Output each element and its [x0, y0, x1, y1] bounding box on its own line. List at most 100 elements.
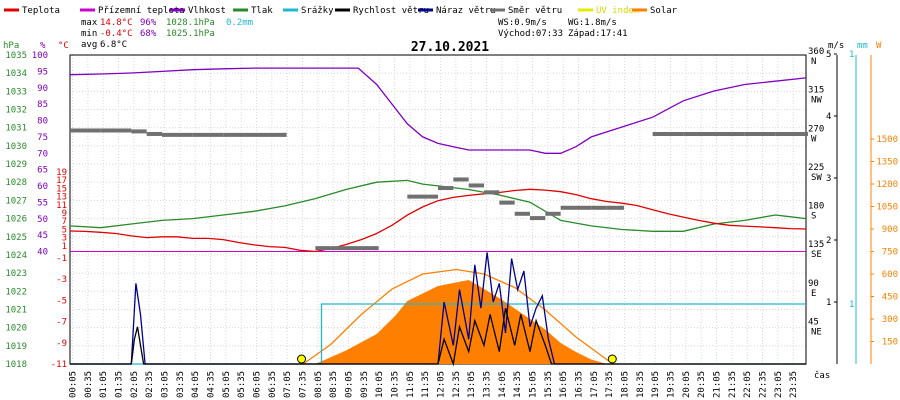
legend-label: Přízemní teplota — [98, 6, 185, 16]
chart-title: 27.10.2021 — [411, 40, 489, 55]
hpa-tick-label: 1028 — [5, 178, 27, 188]
wind-direction-point — [282, 132, 287, 137]
x-tick-label: 06:35 — [268, 371, 278, 398]
wind-direction-point — [620, 205, 624, 210]
stat-max-hum: 96% — [140, 18, 157, 28]
stat-min-hum: 68% — [140, 29, 157, 39]
w-tick-label: 900 — [882, 225, 898, 235]
sunset-marker — [607, 354, 617, 364]
hpa-tick-label: 1018 — [5, 360, 27, 370]
stat-max-label: max — [81, 18, 98, 28]
dir-degree-label: 45 — [808, 317, 819, 327]
wind-speed-avg: WS:0.9m/s — [498, 18, 547, 28]
hpa-tick-label: 1030 — [5, 142, 27, 152]
x-tick-label: 05:35 — [237, 371, 247, 398]
hpa-tick-label: 1023 — [5, 269, 27, 279]
dir-compass-label: S — [811, 212, 816, 222]
temp-tick-label: 9 — [62, 209, 67, 219]
x-tick-label: 15:05 — [529, 371, 539, 398]
plot-area — [69, 67, 808, 367]
temperature-line — [69, 188, 807, 253]
x-tick-label: 02:05 — [130, 371, 140, 398]
hpa-tick-label: 1024 — [5, 251, 27, 261]
stat-min-temp: -0.4°C — [100, 29, 133, 39]
pct-tick-label: 90 — [37, 84, 48, 94]
w-tick-label: 1050 — [876, 203, 898, 213]
dir-compass-label: N — [811, 57, 816, 67]
x-tick-label: 20:35 — [697, 371, 707, 398]
mm-tick-label: 1 — [849, 300, 854, 310]
unit-hpa: hPa — [3, 41, 19, 51]
x-tick-label: 12:05 — [437, 371, 447, 398]
temp-tick-label: -9 — [56, 339, 67, 349]
x-tick-label: 22:05 — [743, 371, 753, 398]
stat-avg-label: avg — [81, 40, 97, 50]
x-tick-label: 04:35 — [207, 371, 217, 398]
ms-tick-label: 1 — [826, 298, 831, 308]
axes: 1035 1034 1033 1032 1031 1030 1029 1028 1027 1026… — [5, 47, 898, 398]
x-tick-label: 01:05 — [99, 371, 109, 398]
x-tick-label: 11:05 — [406, 371, 416, 398]
x-tick-label: 03:05 — [161, 371, 171, 398]
temp-tick-label: -7 — [56, 318, 67, 328]
x-tick-label: 14:05 — [498, 371, 508, 398]
legend-label: Srážky — [301, 6, 334, 16]
unit-ms: m/s — [828, 41, 844, 51]
x-tick-label: 23:35 — [789, 371, 799, 398]
ms-tick-label: 3 — [826, 174, 831, 184]
stats-block: max 14.8°C 96% 1028.1hPa 0.2mm min -0.4°… — [81, 18, 253, 50]
temp-tick-label: -11 — [51, 360, 67, 370]
pct-tick-label: 70 — [37, 149, 48, 159]
unit-mm: mm — [857, 41, 868, 51]
x-tick-label: 13:35 — [483, 371, 493, 398]
x-tick-label: 00:05 — [69, 371, 79, 398]
humidity-line — [69, 67, 807, 154]
sunset-time: Západ:17:41 — [568, 29, 628, 39]
legend-label: Teplota — [22, 6, 60, 16]
x-tick-label: 11:35 — [421, 371, 431, 398]
temp-tick-label: 15 — [56, 184, 67, 194]
stat-max-press: 1028.1hPa — [166, 18, 215, 28]
x-tick-label: 07:05 — [283, 371, 293, 398]
pct-tick-label: 100 — [32, 51, 48, 61]
hpa-tick-label: 1019 — [5, 342, 27, 352]
x-tick-label: 14:35 — [513, 371, 523, 398]
x-tick-label: 03:35 — [176, 371, 186, 398]
x-tick-label: 08:35 — [329, 371, 339, 398]
unit-degc: °C — [58, 41, 69, 51]
x-tick-label: 19:35 — [667, 371, 677, 398]
temp-tick-label: 5 — [62, 225, 67, 235]
x-tick-label: 16:05 — [559, 371, 569, 398]
w-tick-label: 600 — [882, 270, 898, 280]
ms-tick-label: 4 — [826, 112, 831, 122]
legend-label: UV index — [596, 6, 640, 16]
x-tick-label: 16:35 — [575, 371, 585, 398]
hpa-tick-label: 1027 — [5, 196, 27, 206]
legend-label: Solar — [650, 6, 678, 16]
x-tick-label: 00:35 — [84, 371, 94, 398]
x-tick-label: 07:35 — [299, 371, 309, 398]
w-tick-label: 450 — [882, 293, 898, 303]
ms-tick-label: 2 — [826, 236, 831, 246]
x-tick-label: 22:35 — [759, 371, 769, 398]
dir-degree-label: 360 — [808, 47, 824, 57]
w-tick-label: 750 — [882, 248, 898, 258]
solar-clear-sky-line — [302, 268, 614, 365]
wind-direction-point — [374, 246, 379, 251]
dir-compass-label: NW — [811, 96, 822, 106]
w-tick-label: 1350 — [876, 158, 898, 168]
unit-w: W — [876, 41, 882, 51]
x-tick-label: 20:05 — [682, 371, 692, 398]
pct-tick-label: 40 — [37, 248, 48, 258]
temp-tick-label: -5 — [56, 296, 67, 306]
x-tick-label: 01:35 — [115, 371, 125, 398]
hpa-tick-label: 1026 — [5, 215, 27, 225]
w-tick-label: 1200 — [876, 180, 898, 190]
x-tick-label: 02:35 — [145, 371, 155, 398]
temp-tick-label: 1 — [62, 242, 67, 252]
x-tick-label: 17:35 — [605, 371, 615, 398]
hpa-tick-label: 1034 — [5, 69, 27, 79]
pct-tick-label: 80 — [37, 117, 48, 127]
temp-tick-label: -1 — [56, 254, 67, 264]
